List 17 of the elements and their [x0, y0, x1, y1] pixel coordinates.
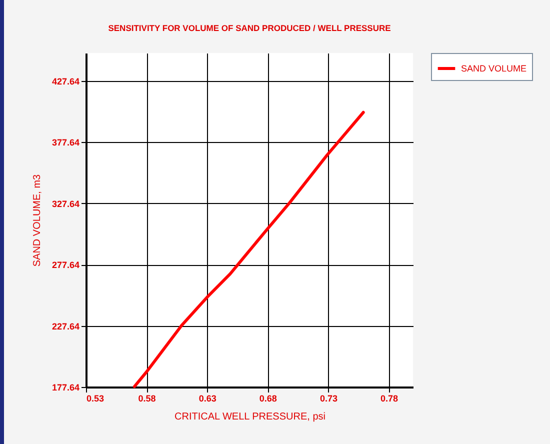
y-tick-label: 277.64: [52, 260, 80, 270]
y-tick-label: 427.64: [52, 76, 80, 86]
x-axis-title: CRITICAL WELL PRESSURE, psi: [174, 412, 326, 422]
y-axis-title: SAND VOLUME, m3: [32, 174, 43, 267]
x-tick-label: 0.58: [138, 394, 156, 404]
y-tick-label: 377.64: [52, 138, 80, 148]
y-tick-label: 327.64: [52, 198, 80, 209]
line-series: [132, 110, 365, 388]
x-tick-label: 0.73: [320, 394, 338, 404]
y-tick-label: 177.64: [52, 382, 80, 392]
x-tick-label: 0.68: [259, 394, 277, 404]
x-tick-label: 0.78: [380, 394, 398, 404]
x-tick-label: 0.63: [198, 394, 216, 404]
chart-title: SENSITIVITY FOR VOLUME OF SAND PRODUCED / WELL PRESSURE: [108, 23, 392, 33]
x-tick-label: 0.53: [86, 394, 104, 404]
y-tick-label: 227.64: [52, 321, 80, 332]
legend-label: SAND VOLUME: [461, 64, 527, 74]
